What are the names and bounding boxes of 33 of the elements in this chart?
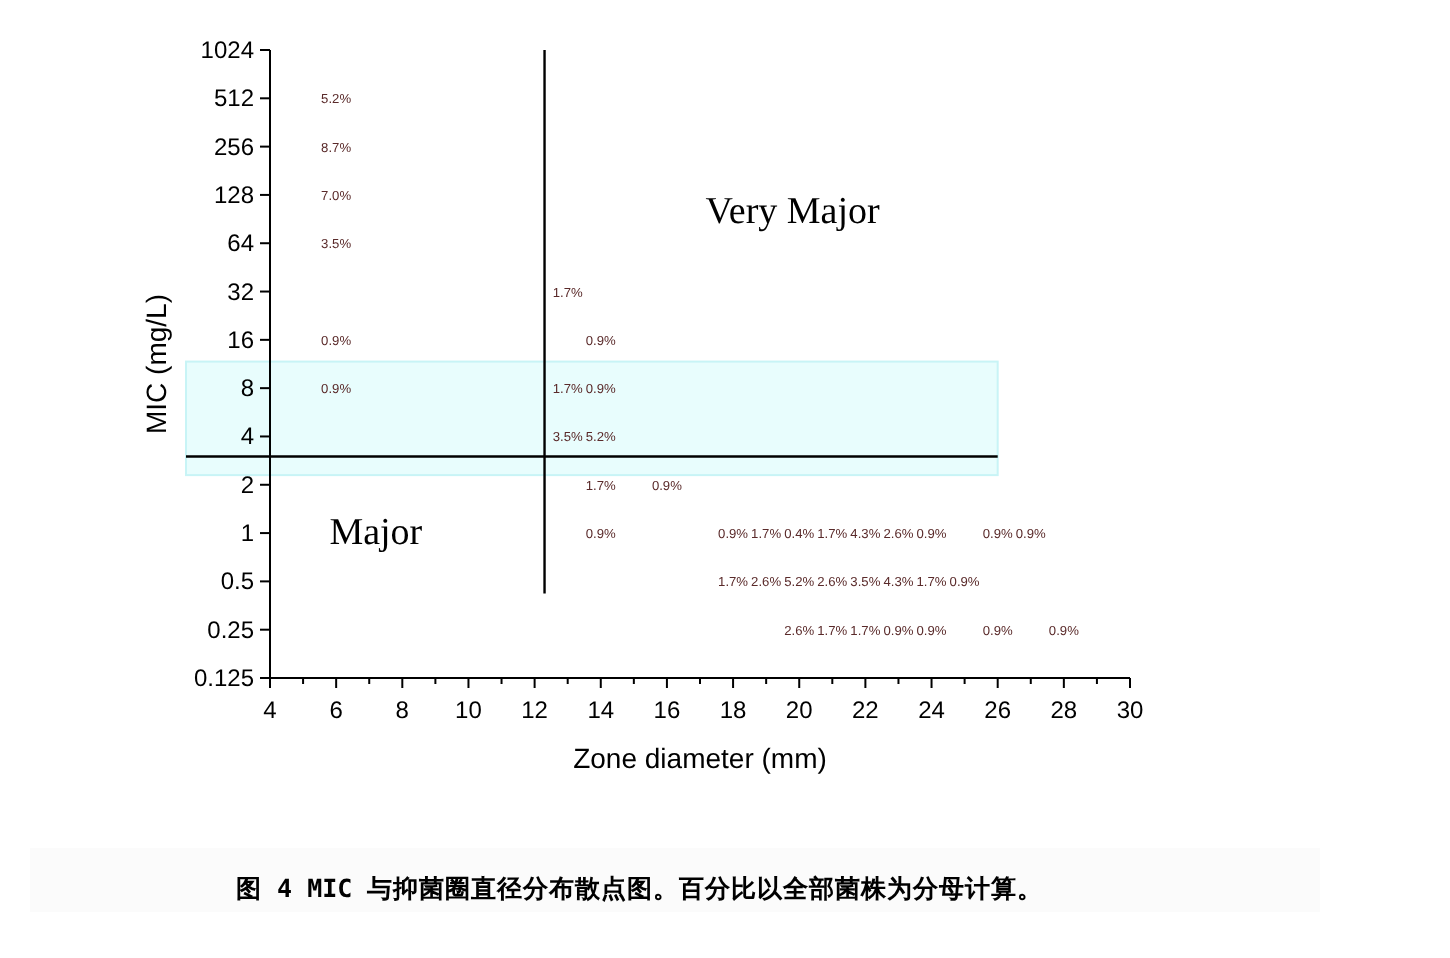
x-tick-label: 16	[653, 696, 681, 724]
y-tick-label: 8	[240, 374, 255, 403]
y-tick-label: 1024	[200, 36, 255, 64]
caption: 图 4 MIC 与抑菌圈直径分布散点图。百分比以全部菌株为分母计算。	[236, 872, 1044, 903]
x-tick-label: 4	[263, 696, 278, 724]
x-tick-label: 20	[785, 696, 814, 724]
x-tick-label: 18	[719, 696, 748, 724]
x-tick-label: 8	[395, 696, 410, 724]
annotation: Very Major	[705, 190, 882, 233]
x-tick-label: 28	[1050, 696, 1078, 724]
y-tick-label: 0.125	[193, 664, 255, 692]
y-tick-label: 256	[213, 132, 255, 161]
y-tick-label: 128	[213, 180, 255, 209]
x-tick-label: 22	[852, 696, 880, 724]
y-tick-label: 4	[240, 422, 255, 451]
annotation: Major	[329, 511, 424, 554]
x-tick-label: 14	[587, 696, 615, 724]
x-tick-label: 12	[521, 696, 549, 724]
y-tick-label: 1	[240, 519, 255, 548]
x-tick-label: 30	[1116, 696, 1144, 724]
y-tick-label: 32	[227, 277, 255, 306]
y-axis-title: MIC (mg/L)	[140, 294, 172, 434]
x-axis-title: Zone diameter (mm)	[573, 742, 827, 774]
x-tick-label: 26	[984, 696, 1012, 724]
y-tick-label: 0.25	[207, 615, 255, 644]
y-tick-label: 2	[240, 470, 255, 499]
y-tick-label: 0.5	[220, 567, 255, 596]
y-tick-label: 16	[227, 325, 255, 354]
x-tick-label: 10	[455, 696, 483, 724]
x-tick-label: 24	[918, 696, 946, 724]
y-tick-label: 64	[227, 229, 255, 258]
x-tick-label: 6	[329, 696, 344, 724]
y-tick-label: 512	[213, 84, 255, 113]
